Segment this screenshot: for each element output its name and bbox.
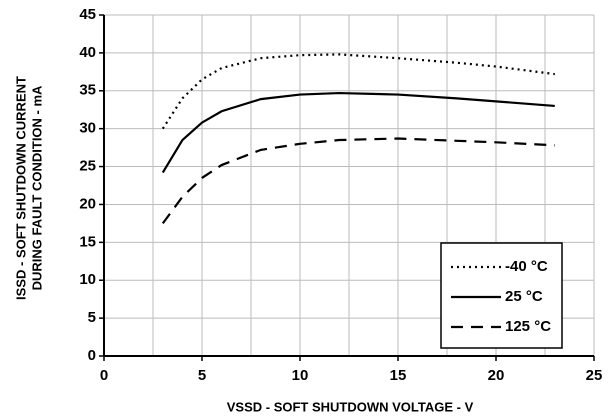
x-tick-label: 25: [586, 367, 603, 384]
x-tick-label: 10: [292, 367, 309, 384]
legend-box: [440, 242, 563, 349]
x-tick-label: 5: [198, 367, 206, 384]
y-tick-label: 15: [79, 233, 96, 250]
line-series: [161, 91, 555, 174]
y-tick-label: 10: [79, 271, 96, 288]
y-tick-label: 5: [88, 309, 96, 326]
y-tick-label: 35: [79, 82, 96, 99]
y-axis-label: ISSD - SOFT SHUTDOWN CURRENT: [13, 76, 28, 300]
y-tick-label: 20: [79, 195, 96, 212]
legend-label: -40 °C: [505, 258, 548, 275]
y-tick-label: 40: [79, 44, 96, 61]
line-series: [161, 137, 555, 225]
line-series: [161, 53, 555, 130]
y-axis-label: DURING FAULT CONDITION - mA: [29, 85, 44, 290]
x-tick-label: 20: [488, 367, 505, 384]
legend-label: 25 °C: [505, 288, 543, 305]
x-axis-label: VSSD - SOFT SHUTDOWN VOLTAGE - V: [227, 399, 474, 414]
y-tick-label: 45: [79, 6, 96, 23]
x-tick-label: 0: [100, 367, 108, 384]
y-tick-label: 0: [88, 347, 96, 364]
legend-label: 125 °C: [505, 318, 551, 335]
y-tick-label: 25: [79, 158, 96, 175]
y-tick-label: 30: [79, 120, 96, 137]
x-tick-label: 15: [390, 367, 407, 384]
